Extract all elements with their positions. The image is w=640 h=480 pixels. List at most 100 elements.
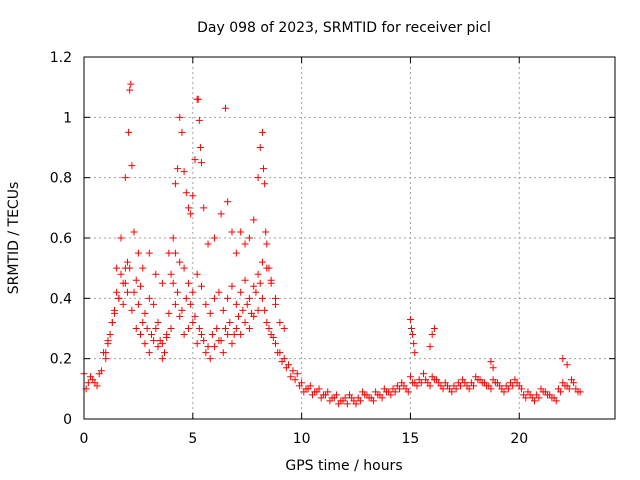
data-point <box>102 355 110 363</box>
data-point <box>195 116 203 124</box>
data-point <box>154 318 162 326</box>
data-point <box>254 306 262 314</box>
data-point <box>152 325 160 332</box>
data-point <box>128 162 136 170</box>
data-point <box>95 370 103 378</box>
data-point <box>256 279 264 287</box>
data-point <box>526 391 534 399</box>
data-point <box>322 391 330 399</box>
data-point <box>171 180 179 188</box>
data-point <box>189 318 197 326</box>
x-tick-label: 20 <box>510 431 528 447</box>
y-tick-label: 0 <box>63 412 72 428</box>
data-point <box>200 337 208 345</box>
data-point <box>125 128 133 136</box>
data-point <box>348 394 356 402</box>
data-point <box>195 325 203 332</box>
data-point <box>113 288 121 296</box>
data-point <box>193 340 201 348</box>
data-point <box>106 331 114 339</box>
data-point <box>110 306 118 314</box>
data-point <box>165 249 173 257</box>
data-point <box>263 318 271 326</box>
data-point <box>491 379 499 387</box>
data-point <box>313 388 321 396</box>
data-point <box>241 240 249 248</box>
data-point <box>245 325 253 332</box>
data-point <box>169 234 177 242</box>
data-point <box>187 300 195 308</box>
data-point <box>565 385 573 393</box>
data-point <box>191 312 199 320</box>
data-point <box>150 300 158 308</box>
data-point <box>430 376 438 384</box>
data-point <box>406 373 414 381</box>
data-point <box>141 309 149 317</box>
data-point <box>365 394 373 402</box>
data-point <box>154 343 162 351</box>
data-point <box>237 288 245 296</box>
data-point <box>91 379 99 387</box>
data-point <box>224 331 232 339</box>
data-point <box>184 325 192 332</box>
data-point <box>267 276 275 284</box>
data-point <box>217 210 225 218</box>
data-point <box>254 270 262 278</box>
data-point <box>258 294 266 302</box>
data-point <box>428 331 436 339</box>
data-point <box>137 331 145 339</box>
data-point <box>304 385 312 393</box>
data-point <box>456 382 464 390</box>
data-point <box>215 288 223 296</box>
data-point <box>171 300 179 308</box>
data-point <box>171 249 179 257</box>
y-tick-label: 0.8 <box>50 171 72 187</box>
data-point <box>504 385 512 393</box>
data-point <box>137 282 145 290</box>
data-point <box>426 343 434 351</box>
data-point <box>237 331 245 339</box>
data-point <box>422 376 430 384</box>
data-point <box>443 382 451 390</box>
data-point <box>180 331 188 339</box>
data-point <box>124 258 132 266</box>
data-point <box>178 128 186 136</box>
data-point <box>272 294 280 302</box>
data-point <box>221 325 229 332</box>
data-point <box>124 288 132 296</box>
data-point <box>544 391 552 399</box>
data-point <box>213 325 221 332</box>
data-point <box>265 325 273 332</box>
data-point <box>252 288 260 296</box>
data-point <box>474 376 482 384</box>
data-points <box>80 80 584 408</box>
data-point <box>250 282 258 290</box>
data-point <box>517 385 525 393</box>
data-point <box>378 394 386 402</box>
data-point <box>84 379 92 387</box>
data-point <box>121 174 129 182</box>
data-point <box>130 288 138 296</box>
data-point <box>145 294 153 302</box>
data-point <box>262 228 270 236</box>
data-point <box>219 349 227 357</box>
data-point <box>228 282 236 290</box>
data-point <box>211 294 219 302</box>
data-point <box>461 379 469 387</box>
data-point <box>280 325 288 332</box>
data-point <box>119 300 127 308</box>
data-point <box>184 279 192 287</box>
data-point <box>211 343 219 351</box>
x-tick-label: 0 <box>80 431 89 447</box>
y-tick-label: 0.2 <box>50 352 72 368</box>
data-point <box>224 198 232 206</box>
data-point <box>387 391 395 399</box>
y-axis-label: SRMTID / TECUs <box>6 182 22 295</box>
data-point <box>343 400 351 408</box>
data-point <box>439 385 447 393</box>
y-tick-label: 0.4 <box>50 291 72 307</box>
data-point <box>465 385 473 393</box>
x-axis-label: GPS time / hours <box>285 458 402 474</box>
data-point <box>226 318 234 326</box>
